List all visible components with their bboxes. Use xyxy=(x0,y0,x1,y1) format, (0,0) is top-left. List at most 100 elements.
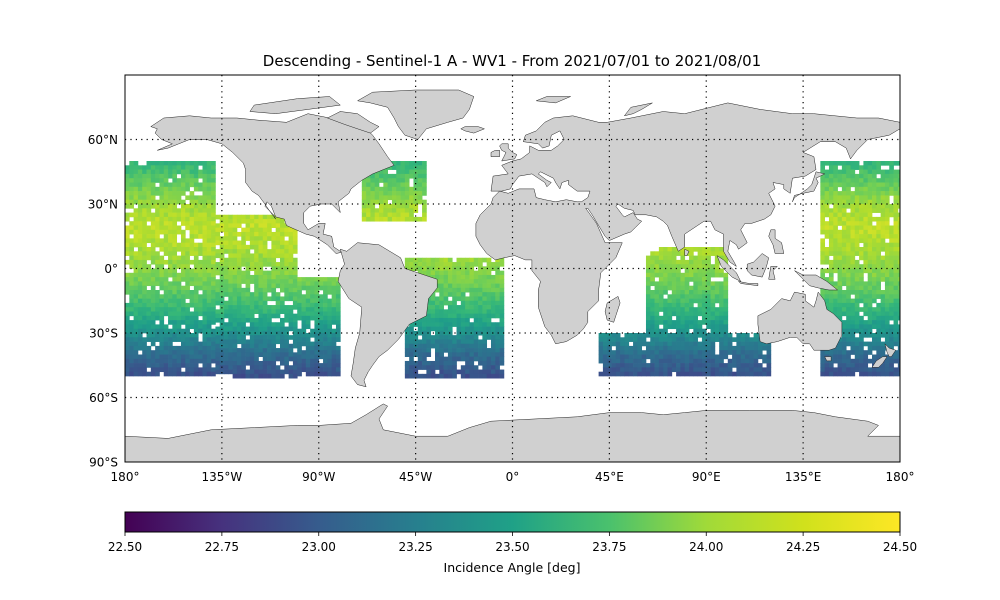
heatmap-cell xyxy=(211,238,216,244)
heatmap-cell xyxy=(323,298,328,304)
heatmap-cell xyxy=(155,225,160,231)
heatmap-cell xyxy=(701,354,707,360)
heatmap-cell xyxy=(897,277,900,282)
heatmap-cell xyxy=(193,363,199,368)
heatmap-cell xyxy=(490,339,496,345)
heatmap-cell xyxy=(168,161,173,166)
heatmap-cell xyxy=(841,191,847,196)
heatmap-cell xyxy=(400,199,406,205)
heatmap-cell xyxy=(125,350,130,355)
heatmap-cell xyxy=(841,242,847,248)
heatmap-cell xyxy=(292,330,298,336)
heatmap-cell xyxy=(689,302,694,308)
heatmap-cell xyxy=(219,356,225,362)
heatmap-cell xyxy=(202,173,208,179)
heatmap-cell xyxy=(426,373,432,379)
heatmap-cell xyxy=(422,266,427,271)
heatmap-cell xyxy=(872,354,877,360)
heatmap-cell xyxy=(396,169,401,175)
heatmap-cell xyxy=(676,251,681,256)
heatmap-cell xyxy=(159,225,165,231)
heatmap-cell xyxy=(880,208,886,213)
heatmap-cell xyxy=(727,345,733,351)
heatmap-cell xyxy=(211,328,216,334)
heatmap-cell xyxy=(168,371,173,377)
heatmap-cell xyxy=(753,337,759,342)
heatmap-cell xyxy=(828,225,834,231)
heatmap-cell xyxy=(318,328,324,334)
heatmap-cell xyxy=(456,352,462,357)
heatmap-cell xyxy=(155,354,160,360)
heatmap-cell xyxy=(867,328,873,334)
heatmap-cell xyxy=(150,307,156,312)
heatmap-cell xyxy=(159,337,165,342)
heatmap-cell xyxy=(637,371,643,377)
heatmap-cell xyxy=(439,300,444,306)
heatmap-cell xyxy=(710,302,716,308)
heatmap-cell xyxy=(684,259,690,265)
heatmap-cell xyxy=(267,348,272,353)
heatmap-cell xyxy=(185,178,190,183)
heatmap-cell xyxy=(671,255,677,261)
heatmap-cell xyxy=(168,315,173,321)
heatmap-cell xyxy=(206,320,212,325)
heatmap-cell xyxy=(667,354,673,360)
heatmap-cell xyxy=(439,266,444,271)
heatmap-cell xyxy=(228,257,233,263)
heatmap-cell xyxy=(460,296,466,302)
heatmap-cell xyxy=(176,186,182,192)
heatmap-cell xyxy=(280,231,285,237)
heatmap-cell xyxy=(241,373,246,379)
heatmap-cell xyxy=(245,309,251,314)
heatmap-cell xyxy=(150,277,156,282)
heatmap-cell xyxy=(249,262,255,267)
heatmap-cell xyxy=(893,290,899,295)
heatmap-cell xyxy=(323,341,328,347)
heatmap-cell xyxy=(499,339,505,345)
heatmap-cell xyxy=(422,335,427,340)
heatmap-cell xyxy=(854,165,860,170)
heatmap-cell xyxy=(684,268,690,274)
heatmap-cell xyxy=(305,302,311,308)
heatmap-cell xyxy=(824,298,830,304)
heatmap-cell xyxy=(180,311,186,317)
heatmap-cell xyxy=(723,298,729,304)
heatmap-cell xyxy=(422,360,427,366)
heatmap-cell xyxy=(736,371,742,377)
heatmap-cell xyxy=(598,354,604,360)
heatmap-cell xyxy=(478,279,483,284)
heatmap-cell xyxy=(176,161,182,166)
heatmap-cell xyxy=(142,229,147,235)
heatmap-cell xyxy=(331,333,337,338)
heatmap-cell xyxy=(396,178,401,183)
heatmap-cell xyxy=(422,212,427,218)
heatmap-cell xyxy=(193,268,199,274)
heatmap-cell xyxy=(370,195,376,201)
heatmap-cell xyxy=(417,317,423,323)
heatmap-cell xyxy=(271,249,277,254)
heatmap-cell xyxy=(872,234,877,239)
heatmap-cell xyxy=(292,322,298,327)
heatmap-cell xyxy=(680,302,686,308)
heatmap-cell xyxy=(159,277,165,282)
heatmap-cell xyxy=(850,302,856,308)
heatmap-cell xyxy=(650,268,655,274)
heatmap-cell xyxy=(486,352,492,357)
heatmap-cell xyxy=(288,292,294,297)
heatmap-cell xyxy=(409,339,414,345)
heatmap-cell xyxy=(598,371,604,377)
heatmap-cell xyxy=(258,214,264,220)
heatmap-cell xyxy=(142,242,147,248)
latitude-tick-label: 0° xyxy=(104,262,118,276)
heatmap-cell xyxy=(478,348,483,353)
heatmap-cell xyxy=(417,266,423,271)
heatmap-cell xyxy=(180,165,186,170)
heatmap-cell xyxy=(168,294,173,299)
heatmap-cell xyxy=(185,169,190,175)
heatmap-cell xyxy=(176,290,182,295)
heatmap-cell xyxy=(897,247,900,252)
heatmap-cell xyxy=(236,360,242,366)
heatmap-cell xyxy=(193,161,199,166)
heatmap-cell xyxy=(159,298,165,304)
heatmap-cell xyxy=(426,352,432,357)
